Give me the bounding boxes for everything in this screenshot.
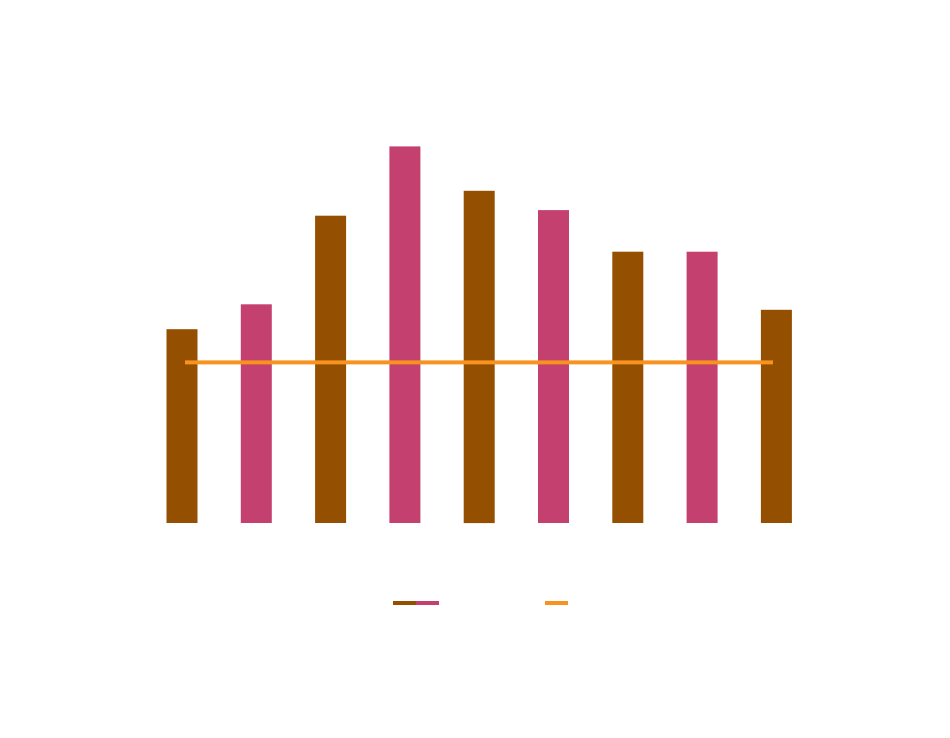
bar-1 — [166, 329, 198, 523]
bar-7 — [612, 251, 644, 523]
bar-2 — [240, 304, 272, 523]
bar-5 — [463, 190, 495, 524]
bar-4 — [389, 146, 421, 523]
legend-bar-swatch-1 — [393, 601, 416, 605]
bar-6 — [538, 210, 569, 523]
bar-8 — [686, 251, 718, 523]
bar-9 — [760, 309, 792, 523]
bar-3 — [315, 215, 347, 523]
legend-line-swatch — [545, 601, 568, 605]
bar-group — [166, 146, 792, 524]
legend — [393, 601, 568, 605]
legend-bar-swatch-2 — [416, 601, 439, 605]
